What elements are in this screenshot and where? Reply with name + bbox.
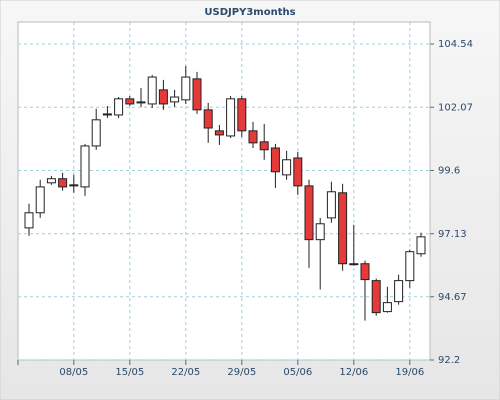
candle-body <box>181 76 191 101</box>
x-tick-label: 22/05 <box>171 367 200 378</box>
x-tick-label: 15/05 <box>115 367 144 378</box>
y-tick-label: 94.67 <box>438 292 467 303</box>
candle-body <box>416 236 426 255</box>
candle-body <box>248 130 258 144</box>
candle-body <box>125 98 135 105</box>
candle-body <box>237 98 247 132</box>
candle-body <box>80 145 90 188</box>
candle-body <box>214 130 224 136</box>
candle-body <box>91 119 101 147</box>
candle-body <box>371 280 381 314</box>
candle-body <box>158 89 168 105</box>
candle-body <box>102 113 112 116</box>
x-tick-label: 08/05 <box>59 367 88 378</box>
y-tick-label: 104.54 <box>438 39 473 50</box>
candle-body <box>35 186 45 214</box>
x-tick-label: 19/06 <box>395 367 424 378</box>
candle-body <box>326 191 336 219</box>
candle-body <box>282 159 292 176</box>
candle-body <box>203 109 213 129</box>
candle-body <box>46 178 56 184</box>
y-tick-label: 102.07 <box>438 102 473 113</box>
candle-body <box>405 251 415 282</box>
candle-body <box>136 101 146 104</box>
candle-body <box>170 96 180 103</box>
candle-body <box>58 178 68 188</box>
candle-body <box>259 141 269 151</box>
y-tick-label: 99.6 <box>438 166 460 177</box>
candle-body <box>226 98 236 137</box>
candle-body <box>315 223 325 241</box>
y-tick-label: 92.2 <box>438 355 460 366</box>
candle-body <box>304 185 314 241</box>
candle-body <box>382 302 392 313</box>
candle-body <box>270 147 280 173</box>
candle-body <box>192 78 202 111</box>
candle-body <box>394 280 404 303</box>
y-tick-label: 97.13 <box>438 229 467 240</box>
candle-body <box>293 157 303 187</box>
x-tick-label: 12/06 <box>339 367 368 378</box>
candle-body <box>114 98 124 116</box>
candle-body <box>69 184 79 187</box>
candle-body <box>338 192 348 265</box>
candle-body <box>147 76 157 105</box>
candle-body <box>24 212 34 229</box>
x-tick-label: 29/05 <box>227 367 256 378</box>
candle-body <box>349 263 359 266</box>
chart-title: USDJPY3months <box>204 7 295 18</box>
plot-area <box>17 21 431 361</box>
x-tick-label: 05/06 <box>283 367 312 378</box>
candle-body <box>360 263 370 281</box>
